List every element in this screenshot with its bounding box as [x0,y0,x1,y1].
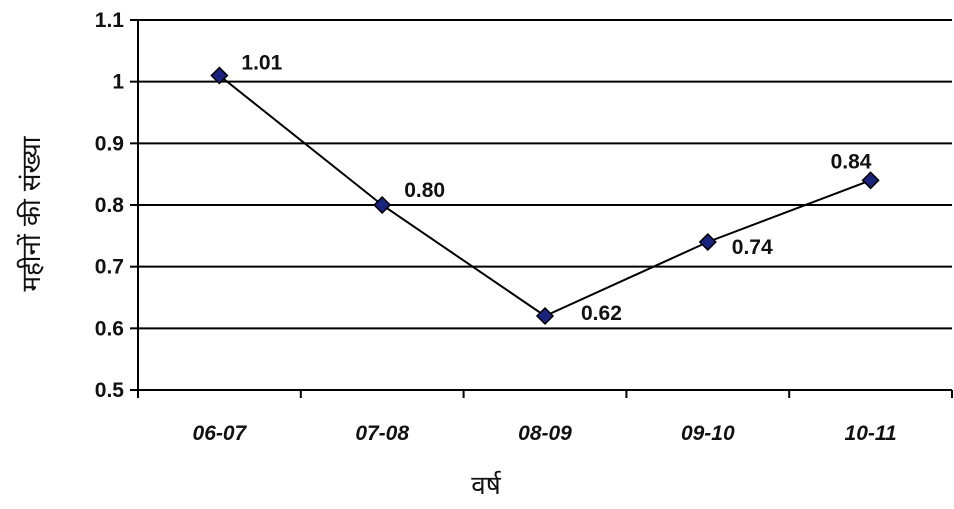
data-point-marker [698,232,717,252]
gridlines [138,19,952,330]
x-tick-label: 09-10 [681,422,735,445]
y-tick-label: 0.8 [95,194,125,217]
series [210,66,880,326]
data-point-marker [210,66,229,85]
data-labels: 1.01 0.80 0.62 0.74 0.84 [241,52,871,326]
x-tick-label: 06-07 [193,422,248,445]
y-tick-label: 0.9 [95,132,124,155]
y-tick-label: 1.1 [95,9,125,32]
x-axis-label: वर्ष [471,470,501,501]
data-point-marker [535,306,555,326]
y-tick-label: 0.7 [95,256,124,279]
series-line [218,74,871,318]
data-label: 1.01 [241,52,282,75]
x-tick-label: 07-08 [355,422,409,445]
data-label: 0.80 [404,179,445,202]
y-tick-label: 0.6 [95,317,124,340]
data-point-marker [373,195,392,215]
data-label: 0.84 [831,150,872,173]
data-label: 0.62 [581,302,622,325]
y-tick-labels: 0.5 0.6 0.7 0.8 0.9 1 1.1 [95,9,125,402]
x-tick-label: 08-09 [518,422,572,445]
x-tick-labels: 06-07 07-08 08-09 09-10 10-11 [193,422,897,445]
axes [130,19,953,398]
y-tick-label: 1 [112,71,124,94]
x-tick-label: 10-11 [845,422,897,445]
data-label: 0.74 [732,236,773,259]
data-point-marker [861,171,880,190]
y-axis-label: महीनों की संख्या [16,135,47,291]
y-tick-label: 0.5 [95,379,125,402]
